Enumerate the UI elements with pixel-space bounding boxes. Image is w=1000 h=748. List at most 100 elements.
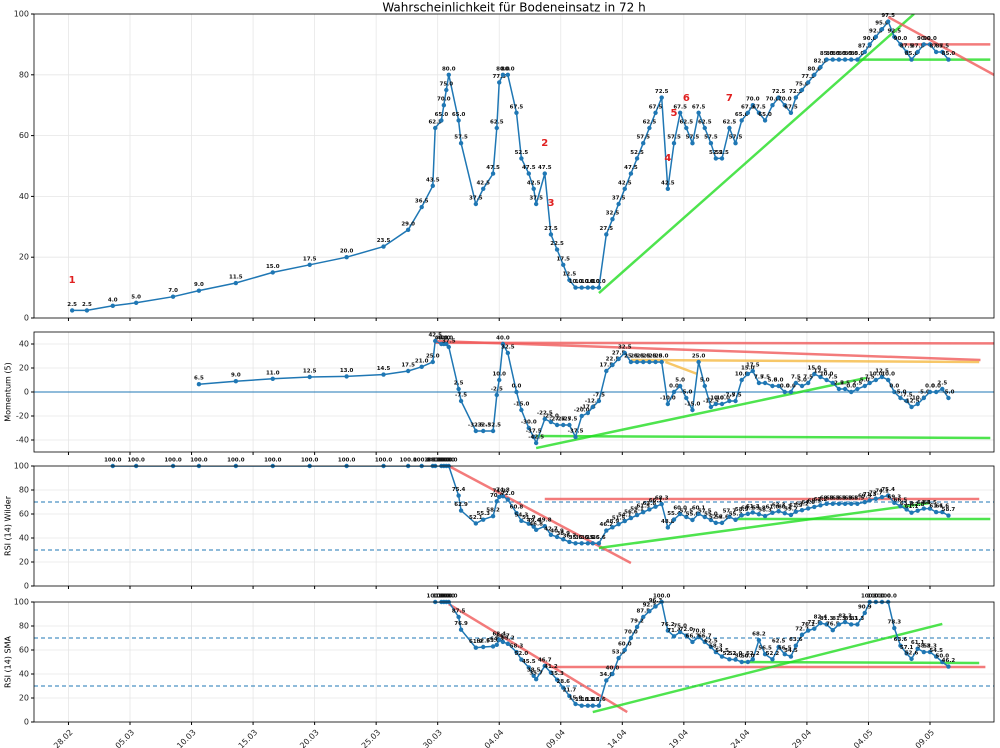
data-point <box>696 359 701 365</box>
data-point <box>867 380 872 386</box>
data-point <box>616 522 621 527</box>
data-point <box>921 506 927 511</box>
data-label: 38.9 <box>556 531 570 537</box>
data-label: 68.3 <box>655 496 669 502</box>
series-line <box>72 20 950 312</box>
y-tick-label: 20 <box>19 558 29 567</box>
data-label: 63.0 <box>486 638 500 644</box>
data-point <box>579 541 584 546</box>
annotation: 2 <box>541 138 548 149</box>
data-point <box>770 383 775 389</box>
data-label: 61.1 <box>905 504 919 510</box>
y-tick-label: 0 <box>24 388 29 397</box>
data-label: -27.5 <box>555 417 571 423</box>
data-point <box>533 440 539 446</box>
data-label: 100.0 <box>190 458 208 464</box>
y-tick-label: 80 <box>19 622 29 631</box>
data-label: -32.5 <box>485 423 501 429</box>
data-label: 57.5 <box>704 135 718 141</box>
data-label: 62.5 <box>490 120 504 126</box>
data-label: -7.5 <box>723 393 735 399</box>
data-point <box>904 507 909 512</box>
data-label: 7.5 <box>865 375 875 381</box>
data-label: 80.0 <box>496 66 510 72</box>
data-point <box>855 501 860 506</box>
data-point <box>727 514 732 519</box>
data-point <box>892 34 897 39</box>
data-label: 72.5 <box>655 89 669 95</box>
data-label: 32.5 <box>501 345 515 351</box>
data-label: 66.5 <box>894 498 908 504</box>
data-label: 10.0 <box>881 372 895 378</box>
data-label: 13.6 <box>586 697 600 703</box>
data-label: 15.0 <box>808 366 822 372</box>
data-point <box>634 156 640 161</box>
data-point <box>196 288 202 293</box>
data-point <box>671 517 677 522</box>
data-point <box>940 659 945 665</box>
data-label: 74.8 <box>496 488 510 494</box>
data-point <box>750 657 755 662</box>
data-point <box>702 514 707 520</box>
data-label: 90.0 <box>917 36 931 42</box>
data-label: 2.5 <box>937 381 947 387</box>
data-point <box>855 386 860 392</box>
data-point <box>776 644 781 650</box>
data-label: 17.5 <box>600 363 614 369</box>
data-point <box>500 639 506 645</box>
data-point <box>862 49 867 55</box>
trend-line <box>448 602 628 714</box>
data-label: 62.5 <box>680 120 694 126</box>
data-label: 62.5 <box>704 639 718 645</box>
data-label: 62.5 <box>723 120 737 126</box>
data-point <box>579 285 584 290</box>
data-point <box>818 620 823 626</box>
data-label: 87.5 <box>636 609 650 615</box>
data-label: 67.5 <box>649 104 663 110</box>
y-tick-label: 80 <box>19 70 29 79</box>
data-label: 61.3 <box>746 504 760 510</box>
data-point <box>628 171 634 176</box>
data-point <box>702 125 707 131</box>
data-label: 61.6 <box>929 504 943 510</box>
y-axis-label: RSI (14) Wilder <box>4 495 13 556</box>
data-label: 47.5 <box>522 165 536 171</box>
data-point <box>909 404 914 410</box>
data-point <box>270 376 275 381</box>
x-tick-label: 14.04 <box>606 728 629 748</box>
data-label: 100.0 <box>435 458 453 464</box>
data-point <box>519 407 524 413</box>
data-label: 69.9 <box>858 494 872 500</box>
data-label: 75.4 <box>452 487 466 493</box>
data-label: 100.0 <box>438 458 456 464</box>
x-tick-label: 04.05 <box>852 728 875 748</box>
data-point <box>824 57 829 62</box>
y-tick-label: 100 <box>14 10 29 19</box>
data-label: 27.5 <box>600 226 614 232</box>
data-label: 54.5 <box>784 648 798 654</box>
data-label: 96.3 <box>649 598 663 604</box>
data-point <box>909 57 914 62</box>
data-label: -5.0 <box>894 390 906 396</box>
data-point <box>940 386 945 392</box>
data-label: -22.5 <box>537 411 553 417</box>
trend-line <box>536 434 991 440</box>
data-label: 85.0 <box>905 51 919 57</box>
data-point <box>505 72 511 78</box>
data-label: 77.5 <box>801 74 815 80</box>
data-label: 29.0 <box>401 221 415 227</box>
data-point <box>909 510 914 515</box>
data-label: -15.0 <box>685 402 701 408</box>
data-point <box>473 428 479 434</box>
data-label: 0.0 <box>786 384 796 390</box>
data-label: 68.5 <box>844 495 858 501</box>
annotation: 5 <box>671 108 678 119</box>
data-point <box>702 639 707 645</box>
data-point <box>585 410 591 416</box>
data-label: 100.0 <box>264 458 282 464</box>
y-tick-label: 60 <box>19 510 29 519</box>
data-label: 55.2 <box>729 511 743 517</box>
data-label: -30.0 <box>521 420 537 426</box>
data-point <box>904 398 909 404</box>
data-label: 43.5 <box>426 177 440 183</box>
